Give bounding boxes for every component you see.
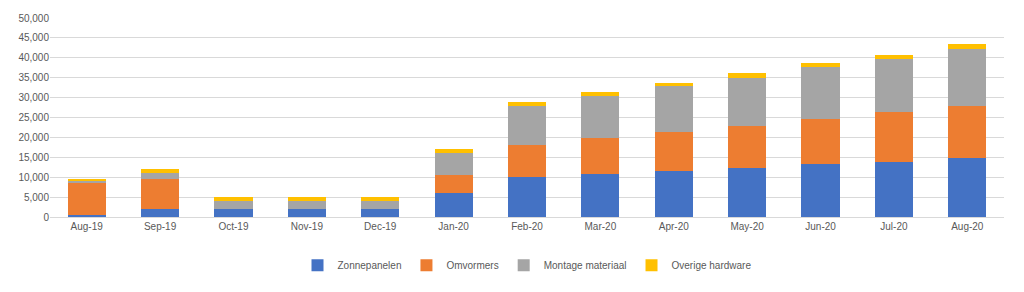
svg-text:40,000: 40,000 (18, 52, 49, 63)
svg-text:30,000: 30,000 (18, 92, 49, 103)
svg-text:Jul-20: Jul-20 (880, 221, 908, 232)
svg-text:Feb-20: Feb-20 (511, 221, 543, 232)
svg-text:Jun-20: Jun-20 (805, 221, 836, 232)
svg-text:25,000: 25,000 (18, 112, 49, 123)
svg-text:Aug-20: Aug-20 (951, 221, 984, 232)
svg-text:20,000: 20,000 (18, 132, 49, 143)
svg-text:0: 0 (43, 212, 49, 223)
svg-text:Mar-20: Mar-20 (585, 221, 617, 232)
svg-text:45,000: 45,000 (18, 32, 49, 43)
svg-text:Oct-19: Oct-19 (218, 221, 248, 232)
svg-text:Nov-19: Nov-19 (291, 221, 324, 232)
svg-text:50,000: 50,000 (18, 13, 49, 24)
svg-text:Apr-20: Apr-20 (659, 221, 689, 232)
svg-text:Omvormers: Omvormers (446, 260, 498, 271)
svg-text:35,000: 35,000 (18, 72, 49, 83)
svg-text:Overige hardware: Overige hardware (672, 260, 752, 271)
svg-text:Montage materiaal: Montage materiaal (544, 260, 627, 271)
svg-text:5,000: 5,000 (24, 192, 49, 203)
svg-text:May-20: May-20 (730, 221, 764, 232)
svg-text:Sep-19: Sep-19 (144, 221, 177, 232)
svg-text:10,000: 10,000 (18, 172, 49, 183)
svg-text:Zonnepanelen: Zonnepanelen (338, 260, 402, 271)
svg-text:Aug-19: Aug-19 (71, 221, 104, 232)
svg-text:Jan-20: Jan-20 (438, 221, 469, 232)
svg-text:Dec-19: Dec-19 (364, 221, 397, 232)
svg-text:15,000: 15,000 (18, 152, 49, 163)
